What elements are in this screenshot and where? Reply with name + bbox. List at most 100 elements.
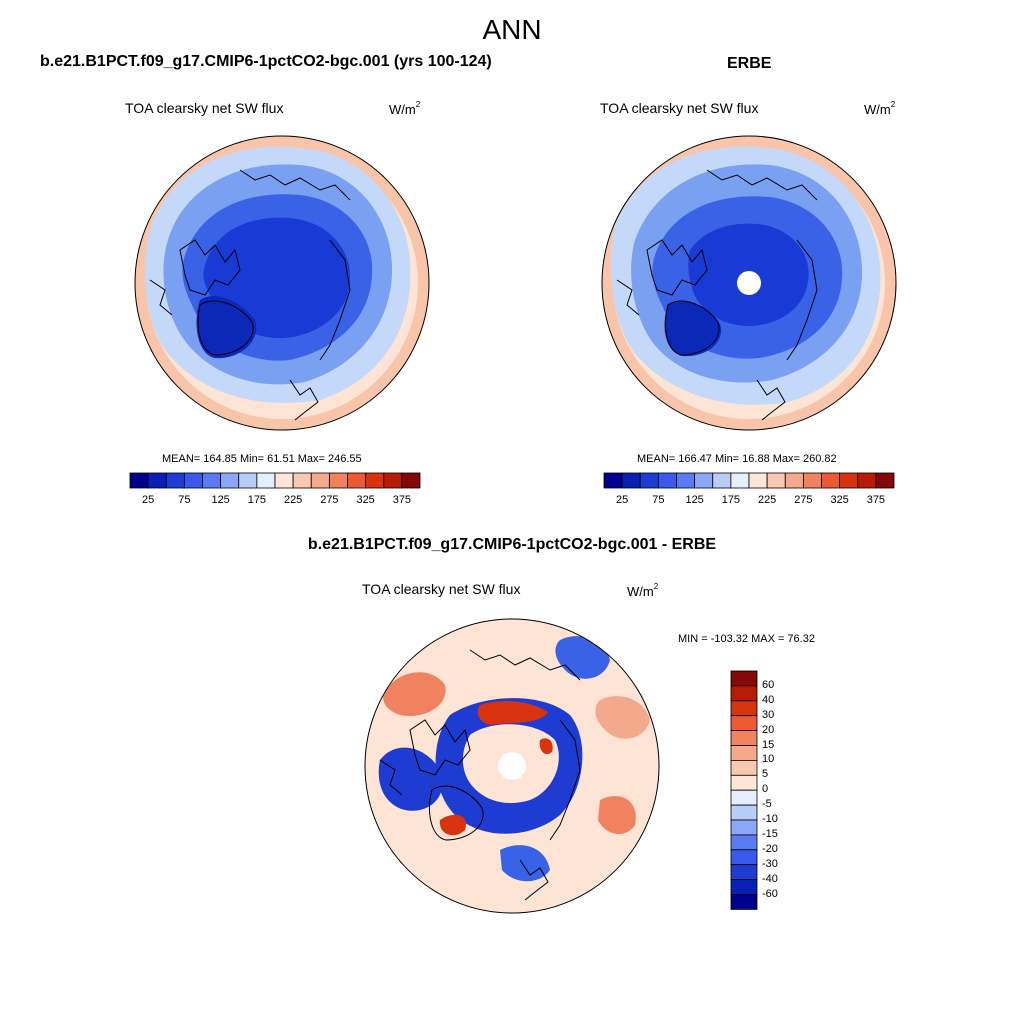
panel1-polar-map [135,136,429,430]
colorbar-tick-label: 275 [794,494,813,506]
colorbar-swatch [730,715,758,732]
colorbar-swatch [129,472,149,489]
colorbar-swatch [730,685,758,702]
colorbar-tick-label: 40 [762,693,775,706]
panel1-units: W/m2 [389,100,421,117]
colorbar-swatch [183,472,203,489]
colorbar-swatch [694,472,714,489]
colorbar-swatch [238,472,258,489]
panel2-map-border [601,135,897,431]
colorbar-tick-label: -10 [762,813,778,825]
diff-stats: MIN = -103.32 MAX = 76.32 [678,633,815,645]
colorbar-tick-label: 20 [762,723,775,736]
diff-coastlines [379,649,581,901]
colorbar-tick-label: 0 [762,783,769,796]
colorbar-swatch [639,472,659,489]
colorbar-swatch [202,472,222,489]
colorbar-swatch [621,472,641,489]
colorbar-swatch [147,472,167,489]
panel2-subtitle: TOA clearsky net SW flux [600,100,759,116]
panel1-coastlines [149,169,351,421]
colorbar-tick-label: 5 [762,768,769,781]
colorbar-tick-label: -20 [762,842,778,855]
colorbar-tick-label: 125 [685,494,704,506]
colorbar-swatch [220,472,240,489]
colorbar-tick-label: 75 [652,494,665,506]
colorbar-swatch [784,472,804,489]
colorbar-swatch [802,472,822,489]
colorbar-swatch [730,730,758,746]
colorbar-swatch [256,472,276,489]
colorbar-swatch [657,472,677,489]
colorbar-tick-label: 30 [762,708,775,721]
colorbar-tick-label: -40 [762,872,778,885]
colorbar-swatch [730,670,758,687]
panel1-case-title: b.e21.B1PCT.f09_g17.CMIP6-1pctCO2-bgc.00… [40,53,492,70]
colorbar-tick-label: 325 [830,494,849,506]
colorbar-swatch [857,472,877,489]
colorbar-tick-label: 275 [320,494,339,506]
colorbar-swatch [730,819,758,836]
colorbar-swatch [383,472,403,489]
colorbar-swatch [328,472,348,489]
panel2-stats: MEAN= 166.47 Min= 16.88 Max= 260.82 [637,453,837,465]
colorbar-tick-label: 175 [247,494,267,506]
colorbar-tick-label: 25 [616,494,629,506]
panel2-pole-hole [737,271,761,295]
panel2-coastlines [616,169,818,421]
diff-pole-hole [498,752,526,780]
diff-subtitle: TOA clearsky net SW flux [362,581,521,597]
colorbar-swatch [347,472,367,489]
colorbar-tick-label: 225 [757,494,777,506]
panel2-case-title: ERBE [727,55,772,72]
colorbar-swatch [730,804,758,821]
colorbar-swatch [730,760,758,776]
colorbar-swatch [748,472,768,489]
colorbar-swatch [766,472,786,489]
colorbar-tick-label: 60 [762,678,775,691]
colorbar-swatch [310,472,330,489]
panel1-map-border [134,135,430,431]
colorbar-swatch [730,700,758,717]
colorbar-tick-label: -15 [762,827,778,840]
colorbar-swatch [730,864,758,881]
colorbar-swatch [730,472,750,489]
panel1-colorbar [129,472,421,489]
colorbar-swatch [730,789,758,806]
colorbar-swatch [274,472,294,489]
colorbar-swatch [712,472,732,489]
colorbar-swatch [839,472,859,489]
colorbar-tick-label: 25 [142,494,155,506]
colorbar-swatch [730,879,758,895]
colorbar-tick-label: 75 [178,494,191,506]
diff-units: W/m2 [627,582,659,599]
colorbar-swatch [365,472,385,489]
colorbar-tick-label: 375 [866,494,886,506]
panel1-subtitle: TOA clearsky net SW flux [125,100,284,116]
diff-case-title: b.e21.B1PCT.f09_g17.CMIP6-1pctCO2-bgc.00… [307,536,717,553]
diff-colorbar [730,670,758,910]
colorbar-swatch [730,849,758,866]
colorbar-tick-label: -30 [762,857,778,870]
main-title: ANN [482,14,542,45]
colorbar-swatch [603,472,623,489]
colorbar-tick-label: 125 [211,494,230,506]
colorbar-swatch [730,745,758,761]
panel2-units: W/m2 [864,100,896,117]
colorbar-tick-label: 325 [356,494,375,506]
colorbar-swatch [875,472,895,489]
colorbar-swatch [401,472,421,489]
colorbar-swatch [730,894,758,910]
colorbar-tick-label: 15 [762,738,775,751]
colorbar-swatch [821,472,841,489]
colorbar-tick-label: -5 [762,798,772,811]
colorbar-swatch [165,472,185,489]
panel2-colorbar [603,472,895,489]
panel1-stats: MEAN= 164.85 Min= 61.51 Max= 246.55 [162,453,362,465]
colorbar-swatch [292,472,312,489]
colorbar-swatch [676,472,696,489]
colorbar-tick-label: 175 [721,494,741,506]
colorbar-tick-label: 225 [283,494,303,506]
colorbar-tick-label: 375 [392,494,412,506]
